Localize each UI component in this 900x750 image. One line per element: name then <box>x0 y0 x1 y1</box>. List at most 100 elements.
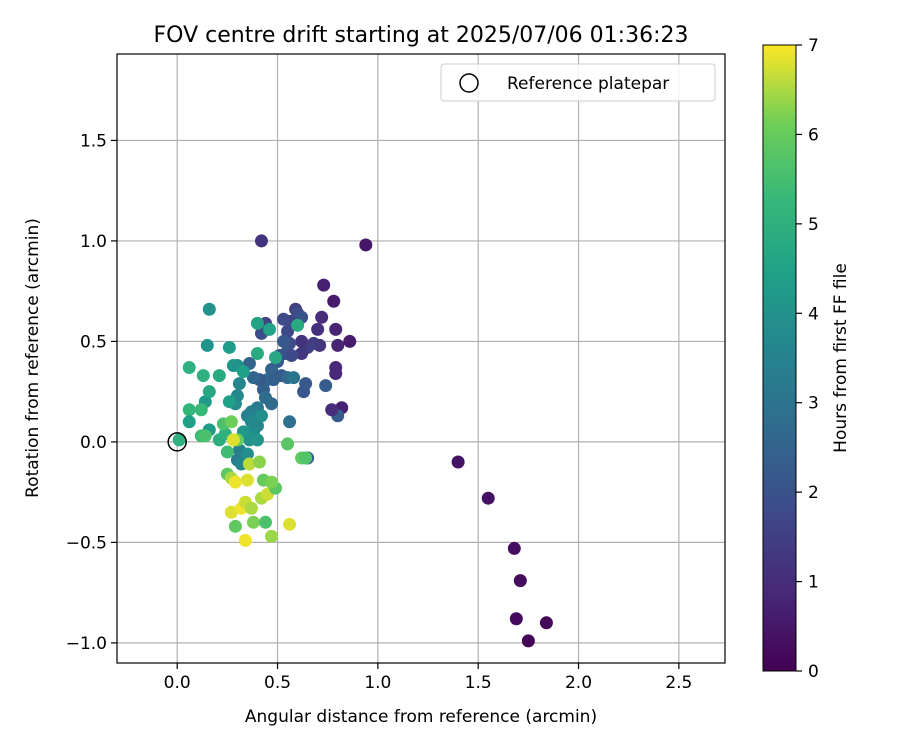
data-point <box>200 338 214 352</box>
y-axis-label: Rotation from reference (arcmin) <box>23 218 43 498</box>
data-point <box>212 369 226 383</box>
data-point <box>228 475 242 489</box>
data-point <box>242 457 256 471</box>
data-point <box>263 322 277 336</box>
data-point <box>254 409 268 423</box>
y-tick-label: −0.5 <box>66 533 107 553</box>
data-point <box>319 379 333 393</box>
legend-label: Reference platepar <box>507 74 669 94</box>
colorbar-label: Hours from first FF file <box>831 263 851 453</box>
colorbar-tick-label: 1 <box>808 573 819 593</box>
x-tick-label: 2.0 <box>565 673 592 693</box>
data-point <box>509 612 523 626</box>
colorbar-tick-label: 5 <box>808 215 819 235</box>
data-point <box>202 302 216 316</box>
data-point <box>196 369 210 383</box>
colorbar-tick-label: 6 <box>808 125 819 145</box>
data-point <box>329 367 343 381</box>
data-point <box>359 238 373 252</box>
data-point <box>481 491 495 505</box>
colorbar-tick-label: 7 <box>808 36 819 56</box>
colorbar <box>762 44 797 672</box>
x-tick-label: 1.5 <box>465 673 492 693</box>
data-point <box>285 348 299 362</box>
data-point <box>238 533 252 547</box>
grid-lines <box>117 54 725 663</box>
data-point <box>250 433 264 447</box>
data-point <box>246 515 260 529</box>
data-point <box>182 415 196 429</box>
data-point <box>291 318 305 332</box>
data-point <box>331 338 345 352</box>
data-point <box>194 403 208 417</box>
y-axis-ticks: −1.0 −0.5 0.0 0.5 1.0 1.5 <box>66 131 117 654</box>
x-axis-ticks: 0.0 0.5 1.0 1.5 2.0 2.5 <box>164 663 692 693</box>
x-tick-label: 2.5 <box>665 673 692 693</box>
reference-marker-ring <box>167 432 187 452</box>
data-point <box>281 324 295 338</box>
y-tick-label: 0.0 <box>80 433 107 453</box>
data-point <box>252 455 266 469</box>
data-point <box>265 363 279 377</box>
data-point <box>232 377 246 391</box>
data-point <box>269 350 283 364</box>
data-point <box>277 334 291 348</box>
data-point <box>240 447 254 461</box>
data-point <box>283 415 297 429</box>
x-axis-label: Angular distance from reference (arcmin) <box>245 707 597 727</box>
reference-marker <box>167 432 187 452</box>
data-point <box>327 294 341 308</box>
data-point <box>228 519 242 533</box>
data-point <box>295 346 309 360</box>
data-point <box>299 377 313 391</box>
legend-marker <box>459 73 479 93</box>
plot-area <box>117 54 725 663</box>
data-point <box>246 371 260 385</box>
data-point <box>226 433 240 447</box>
legend: Reference platepar <box>440 63 716 102</box>
data-point <box>317 278 331 292</box>
data-point <box>343 334 357 348</box>
data-point <box>220 445 234 459</box>
data-point <box>277 312 291 326</box>
data-point <box>222 395 236 409</box>
data-point <box>507 541 521 555</box>
x-tick-label: 0.5 <box>264 673 291 693</box>
chart-title: FOV centre drift starting at 2025/07/06 … <box>154 23 689 48</box>
colorbar-ticks: 0 1 2 3 4 5 6 7 <box>796 36 819 682</box>
data-point <box>250 346 264 360</box>
colorbar-tick-label: 0 <box>808 662 819 682</box>
data-point <box>451 455 465 469</box>
data-point <box>224 505 238 519</box>
x-tick-label: 0.0 <box>164 673 191 693</box>
data-point <box>250 316 264 330</box>
data-point <box>325 403 339 417</box>
y-tick-label: −1.0 <box>66 634 107 654</box>
y-tick-label: 1.0 <box>80 232 107 252</box>
data-points <box>172 234 553 648</box>
colorbar-tick-label: 2 <box>808 483 819 503</box>
data-point <box>265 475 279 489</box>
data-point <box>198 429 212 443</box>
data-point <box>182 361 196 375</box>
data-point <box>295 334 309 348</box>
data-point <box>240 473 254 487</box>
data-point <box>226 359 240 373</box>
data-point <box>182 403 196 417</box>
data-point <box>283 517 297 531</box>
data-point <box>513 574 527 588</box>
y-tick-label: 1.5 <box>80 131 107 151</box>
data-point <box>299 451 313 465</box>
data-point <box>224 415 238 429</box>
data-point <box>265 397 279 411</box>
data-point <box>315 310 329 324</box>
data-point <box>311 322 325 336</box>
data-point <box>539 616 553 630</box>
data-point <box>202 385 216 399</box>
legend-box <box>440 63 716 102</box>
data-point <box>265 529 279 543</box>
data-point <box>244 501 258 515</box>
data-point <box>236 365 250 379</box>
data-point <box>521 634 535 648</box>
